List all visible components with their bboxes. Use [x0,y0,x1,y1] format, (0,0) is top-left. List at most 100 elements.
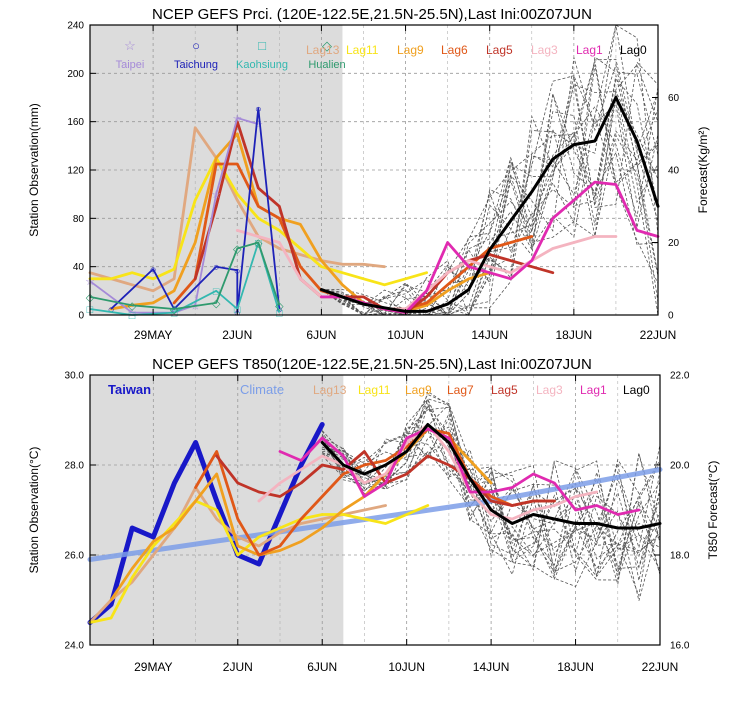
legend-taiwan: Taiwan [108,382,151,397]
ensemble-member-line [321,398,661,601]
x-tick-label: 10JUN [388,660,425,674]
station-legend-marker-taichung: ○ [192,38,200,53]
y-tick-label: 28.0 [65,461,85,472]
station-marker-hualien: ◇ [128,300,137,312]
ensemble-member-line [321,426,661,574]
legend-lag0: Lag0 [620,43,647,57]
ensemble-member-line [321,64,659,316]
ensemble-member-line [321,93,659,316]
y-tick-label: 30.0 [65,371,85,382]
legend-lag0: Lag0 [623,383,650,397]
station-legend-taichung: Taichung [174,59,218,71]
series-line-lag0 [319,96,660,313]
x-tick-label: 2JUN [223,660,253,674]
station-marker-kaohsiung: □ [171,308,178,320]
station-marker-taipei: ☆ [169,308,179,320]
precip-station-legend: ☆ Taipei ○ Taichung □ Kaohsiung ◇ Hualien [116,38,346,71]
ensemble-member-line [321,97,659,316]
precip-lag-legend: Lag13 Lag11 Lag9 Lag6 Lag5 Lag3 Lag1 Lag0 [306,43,647,57]
precip-y-axis-label: Station Observation(mm) [27,103,41,236]
legend-lag7: Lag7 [447,383,474,397]
legend-lag1: Lag1 [580,383,607,397]
station-marker-taipei: ☆ [127,308,137,320]
y-tick-label: 120 [67,166,84,177]
station-marker-hualien: ◇ [254,238,263,250]
y2-tick-label: 22.0 [670,371,690,382]
legend-lag13: Lag13 [313,383,347,397]
station-legend-hualien: Hualien [308,59,345,71]
precip-chart: NCEP GEFS Prci. (120E-122.5E,21.5N-25.5N… [27,6,710,342]
ensemble-member-line [321,91,659,316]
precip-chart-title: NCEP GEFS Prci. (120E-122.5E,21.5N-25.5N… [152,6,592,23]
station-legend-kaohsiung: Kaohsiung [236,59,288,71]
station-marker-taichung: ○ [255,103,262,115]
x-tick-label: 2JUN [222,328,252,342]
t850-chart-title: NCEP GEFS T850(120E-122.5E,21.5N-25.5N),… [152,356,592,373]
station-marker-taipei: ☆ [232,113,242,125]
precip-stations: ☆☆☆☆☆☆☆○○○○○○○○□□□□□□□◇◇◇◇◇◇◇ [85,103,284,322]
ensemble-member-line [321,74,659,316]
ensemble-member-line [321,134,659,316]
station-legend-taipei: Taipei [116,59,145,71]
ensemble-member-line [322,429,661,581]
y-tick-label: 0 [78,311,84,322]
t850-series [87,422,663,625]
y2-tick-label: 20.0 [670,461,690,472]
legend-lag9: Lag9 [405,383,432,397]
precip-y2-axis-label: Forecast(Kg/m²) [696,127,710,214]
y-tick-label: 40 [73,262,85,273]
legend-lag5: Lag5 [491,383,518,397]
y-tick-label: 200 [67,69,84,80]
ensemble-member-line [321,393,661,578]
station-marker-taichung: ○ [108,304,115,316]
series-line-lag9 [109,132,492,313]
x-tick-label: 14JUN [471,328,508,342]
y2-tick-label: 16.0 [670,641,690,652]
legend-lag5: Lag5 [486,43,513,57]
station-marker-taipei: ☆ [253,119,263,131]
ensemble-member-line [321,83,659,316]
ensemble-member-line [321,64,659,316]
y-tick-label: 24.0 [65,641,85,652]
y2-tick-label: 20 [668,238,680,249]
x-tick-label: 6JUN [306,328,336,342]
station-marker-kaohsiung: □ [129,310,136,322]
legend-lag9: Lag9 [397,43,424,57]
legend-lag6: Lag6 [441,43,468,57]
t850-y-axis-label: Station Observation(°C) [27,447,41,574]
x-tick-label: 22JUN [642,660,679,674]
ensemble-member-line [321,24,659,316]
y2-tick-label: 40 [668,166,680,177]
ensemble-member-line [321,60,659,316]
legend-lag3: Lag3 [531,43,558,57]
station-marker-taichung: ○ [234,265,241,277]
legend-lag11: Lag11 [346,43,379,57]
ensemble-member-line [321,57,659,305]
y2-tick-label: 60 [668,93,680,104]
station-marker-kaohsiung: □ [213,286,220,298]
station-marker-hualien: ◇ [170,304,179,316]
ensemble-member-line [321,56,659,316]
station-legend-marker-hualien: ◇ [322,38,332,53]
t850-plot-frame [89,374,661,646]
t850-chart: NCEP GEFS T850(120E-122.5E,21.5N-25.5N),… [27,356,720,674]
station-marker-taichung: ○ [171,304,178,316]
station-legend-marker-kaohsiung: □ [258,38,266,53]
x-tick-label: 22JUN [640,328,677,342]
y2-tick-label: 18.0 [670,551,690,562]
station-marker-taichung: ○ [213,262,220,274]
station-marker-taichung: ○ [150,264,157,276]
station-line-hualien [89,241,281,310]
ensemble-member-line [322,406,661,577]
y-tick-label: 80 [73,214,85,225]
legend-lag13: Lag13 [306,43,340,57]
x-tick-label: 18JUN [557,660,594,674]
legend-lag11: Lag11 [358,383,391,397]
x-tick-label: 14JUN [473,660,510,674]
y-tick-label: 160 [67,117,84,128]
ensemble-member-line [321,86,659,317]
ensemble-member-line [322,402,661,581]
x-tick-label: 6JUN [307,660,337,674]
series-line-lag11 [88,499,430,624]
